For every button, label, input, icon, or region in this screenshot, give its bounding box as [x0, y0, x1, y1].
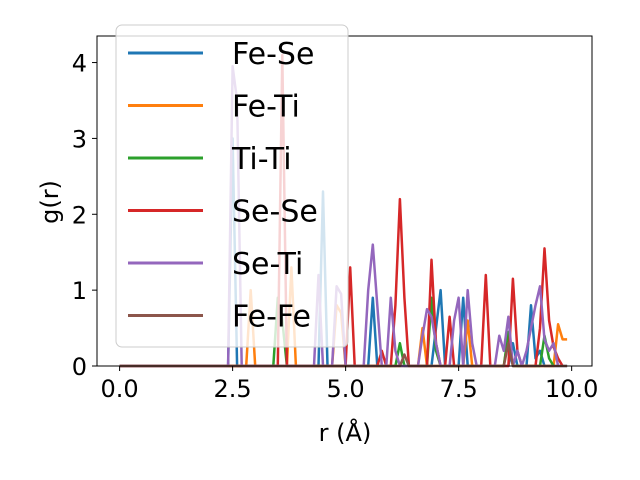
- legend-label: Fe-Se: [232, 37, 314, 72]
- x-axis-label: r (Å): [319, 418, 372, 447]
- x-tick-label: 5.0: [327, 375, 365, 403]
- legend-label: Fe-Fe: [232, 300, 311, 335]
- legend-label: Ti-Ti: [231, 142, 292, 177]
- y-tick-label: 0: [72, 353, 87, 381]
- legend: Fe-Se Fe-Ti Ti-Ti Se-Se Se-Ti Fe-Fe: [115, 24, 349, 348]
- y-tick-label: 1: [72, 277, 87, 305]
- legend-label: Se-Ti: [232, 247, 303, 282]
- y-axis-label: g(r): [36, 180, 64, 224]
- x-tick-label: 10.0: [545, 375, 598, 403]
- y-axis-ticks: 0 1 2 3 4: [72, 50, 97, 381]
- x-tick-label: 2.5: [214, 375, 252, 403]
- x-tick-label: 0.0: [101, 375, 139, 403]
- y-tick-label: 2: [72, 201, 87, 229]
- y-tick-label: 3: [72, 125, 87, 153]
- y-tick-label: 4: [72, 50, 87, 78]
- x-tick-label: 7.5: [440, 375, 478, 403]
- legend-label: Fe-Ti: [232, 90, 300, 125]
- x-axis-ticks: 0.0 2.5 5.0 7.5 10.0: [101, 366, 598, 403]
- legend-label: Se-Se: [232, 195, 318, 230]
